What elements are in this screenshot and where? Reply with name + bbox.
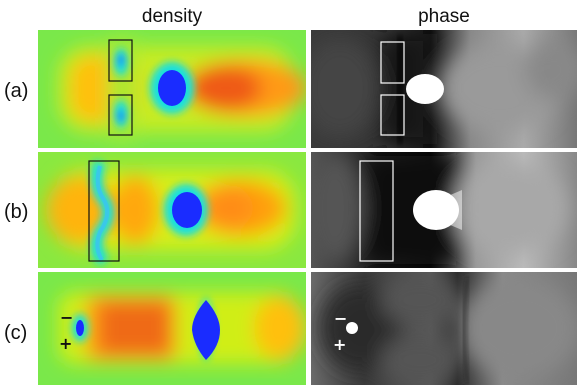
- row-label-b: (b): [4, 201, 28, 223]
- vortex-sign-minus: −: [334, 309, 347, 328]
- vortex-box: [108, 39, 133, 82]
- density-panel-b: [38, 152, 306, 268]
- vortex-core: [172, 192, 202, 228]
- density-panel-a: [38, 30, 306, 148]
- vortex-sign-plus: +: [333, 335, 346, 354]
- vortex-sign-plus: +: [59, 334, 72, 353]
- row-label-c: (c): [4, 322, 27, 344]
- vortex-box: [108, 94, 133, 136]
- density-panel-c: − +: [38, 272, 306, 385]
- vortex-box: [380, 41, 405, 84]
- vortex-core: [192, 300, 220, 360]
- vortex-sign-minus: −: [60, 308, 73, 327]
- vortex-box: [359, 160, 394, 262]
- phase-panel-a: [311, 30, 577, 148]
- vortex-box: [88, 160, 120, 262]
- column-title-phase: phase: [418, 6, 470, 27]
- vortex-box: [380, 94, 405, 136]
- phase-panel-b: [311, 152, 577, 268]
- vortex-core: [158, 70, 186, 106]
- vortex-core: [76, 320, 84, 336]
- row-label-a: (a): [4, 80, 28, 102]
- vortex-line: [95, 165, 110, 262]
- phase-blob: [406, 74, 444, 104]
- phase-panel-c: − +: [311, 272, 577, 385]
- phase-blob: [346, 322, 358, 334]
- column-title-density: density: [142, 6, 203, 27]
